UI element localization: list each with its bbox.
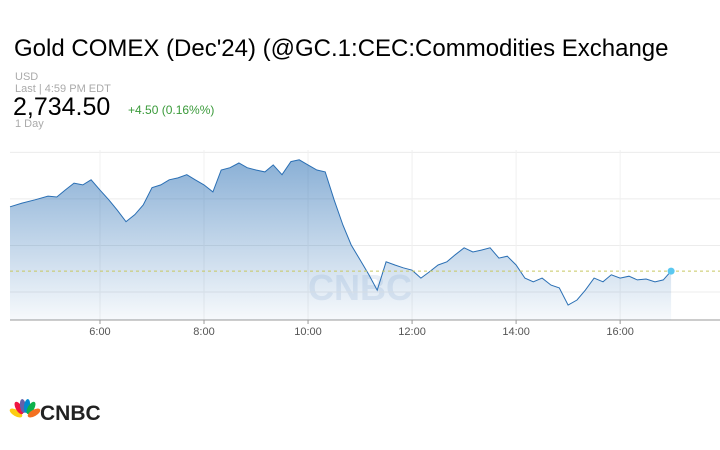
price: 2,734.50 — [13, 93, 110, 121]
logo-petal — [14, 401, 24, 415]
logo-petal — [27, 408, 41, 418]
currency: USD — [15, 71, 38, 83]
logo-petal — [9, 408, 23, 418]
logo-text: CNBC — [40, 402, 101, 425]
chart-title: Gold COMEX (Dec'24) (@GC.1:CEC:Commoditi… — [14, 35, 668, 62]
x-tick-label: 10:00 — [294, 326, 322, 338]
range: 1 Day — [15, 118, 44, 130]
logo: CNBC — [9, 399, 101, 425]
change: +4.50 (0.16%%) — [128, 103, 214, 117]
area — [10, 159, 672, 320]
logo-petal — [26, 401, 36, 415]
x-tick-label: 8:00 — [193, 326, 214, 338]
x-tick-label: 12:00 — [398, 326, 426, 338]
x-tick-label: 6:00 — [89, 326, 110, 338]
last-point — [667, 267, 675, 275]
plot-area: 6:00 8:00 10:00 12:00 14:00 16:00 — [9, 150, 720, 338]
line — [9, 159, 672, 306]
x-tick-label: 14:00 — [502, 326, 530, 338]
last-updated: Last | 4:59 PM EDT — [15, 83, 111, 95]
x-tick-label: 16:00 — [606, 326, 634, 338]
